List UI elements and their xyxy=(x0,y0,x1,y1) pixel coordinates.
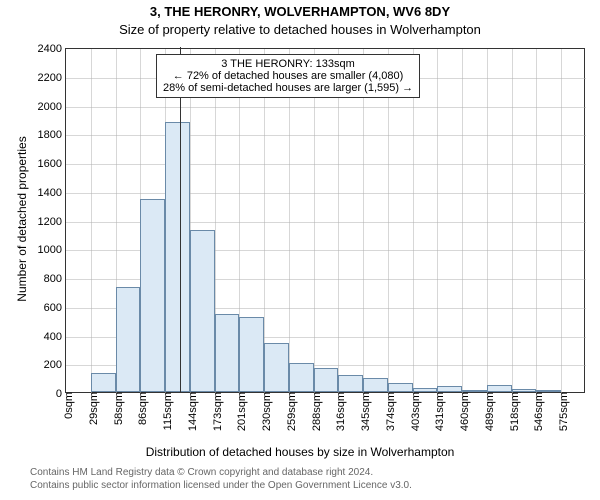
xtick-label: 173sqm xyxy=(210,392,224,431)
xtick-label: 374sqm xyxy=(383,392,397,431)
histogram-bar xyxy=(487,385,512,392)
histogram-bar xyxy=(239,317,264,392)
histogram-bar xyxy=(165,122,190,392)
histogram-bar xyxy=(116,287,141,392)
footer-line1: Contains HM Land Registry data © Crown c… xyxy=(30,467,373,478)
xtick-label: 29sqm xyxy=(86,392,100,425)
histogram-bar xyxy=(91,373,116,392)
histogram-bar xyxy=(140,199,165,392)
histogram-bar xyxy=(264,343,289,392)
ytick-label: 200 xyxy=(44,359,66,371)
marker-line xyxy=(180,47,181,392)
ytick-label: 1200 xyxy=(38,216,66,228)
ytick-label: 2200 xyxy=(38,72,66,84)
xtick-label: 259sqm xyxy=(284,392,298,431)
gridline xyxy=(66,193,586,194)
gridline xyxy=(314,49,315,394)
xtick-label: 575sqm xyxy=(556,392,570,431)
gridline xyxy=(91,49,92,394)
gridline xyxy=(289,49,290,394)
xtick-label: 144sqm xyxy=(185,392,199,431)
xtick-label: 230sqm xyxy=(259,392,273,431)
xtick-label: 115sqm xyxy=(160,392,174,430)
ytick-label: 2400 xyxy=(38,43,66,55)
gridline xyxy=(437,49,438,394)
xtick-label: 345sqm xyxy=(358,392,372,431)
xtick-label: 546sqm xyxy=(531,392,545,431)
ytick-label: 1600 xyxy=(38,158,66,170)
annotation-line: 3 THE HERONRY: 133sqm xyxy=(163,58,413,70)
histogram-bar xyxy=(190,230,215,392)
xtick-label: 403sqm xyxy=(408,392,422,431)
ytick-label: 400 xyxy=(44,331,66,343)
ytick-label: 1800 xyxy=(38,129,66,141)
histogram-bar xyxy=(388,383,413,392)
xtick-label: 431sqm xyxy=(432,392,446,431)
ytick-label: 1400 xyxy=(38,187,66,199)
y-axis-label: Number of detached properties xyxy=(15,119,29,319)
gridline xyxy=(536,49,537,394)
ytick-label: 2000 xyxy=(38,101,66,113)
xtick-label: 0sqm xyxy=(61,392,75,419)
histogram-bar xyxy=(215,314,240,392)
xtick-label: 201sqm xyxy=(234,392,248,431)
xtick-label: 86sqm xyxy=(135,392,149,425)
gridline xyxy=(413,49,414,394)
chart-container: 3, THE HERONRY, WOLVERHAMPTON, WV6 8DY S… xyxy=(0,0,600,500)
gridline xyxy=(66,164,586,165)
ytick-label: 600 xyxy=(44,302,66,314)
ytick-label: 800 xyxy=(44,273,66,285)
histogram-bar xyxy=(289,363,314,392)
annotation-line: 28% of semi-detached houses are larger (… xyxy=(163,82,413,94)
gridline xyxy=(66,107,586,108)
footer-line2: Contains public sector information licen… xyxy=(30,480,412,491)
gridline xyxy=(487,49,488,394)
gridline xyxy=(338,49,339,394)
annotation-box: 3 THE HERONRY: 133sqm← 72% of detached h… xyxy=(156,54,420,98)
gridline xyxy=(66,135,586,136)
histogram-bar xyxy=(338,375,363,392)
gridline xyxy=(561,49,562,394)
xtick-label: 489sqm xyxy=(482,392,496,431)
gridline xyxy=(462,49,463,394)
gridline xyxy=(512,49,513,394)
ytick-label: 1000 xyxy=(38,244,66,256)
chart-title: 3, THE HERONRY, WOLVERHAMPTON, WV6 8DY xyxy=(0,4,600,19)
xtick-label: 316sqm xyxy=(333,392,347,431)
histogram-bar xyxy=(314,368,339,392)
gridline xyxy=(363,49,364,394)
x-axis-label: Distribution of detached houses by size … xyxy=(0,445,600,459)
plot-area: 0200400600800100012001400160018002000220… xyxy=(65,48,585,393)
xtick-label: 58sqm xyxy=(111,392,125,425)
chart-subtitle: Size of property relative to detached ho… xyxy=(0,22,600,37)
xtick-label: 288sqm xyxy=(309,392,323,431)
annotation-line: ← 72% of detached houses are smaller (4,… xyxy=(163,70,413,82)
xtick-label: 518sqm xyxy=(507,392,521,431)
histogram-bar xyxy=(363,378,388,392)
gridline xyxy=(388,49,389,394)
xtick-label: 460sqm xyxy=(457,392,471,431)
